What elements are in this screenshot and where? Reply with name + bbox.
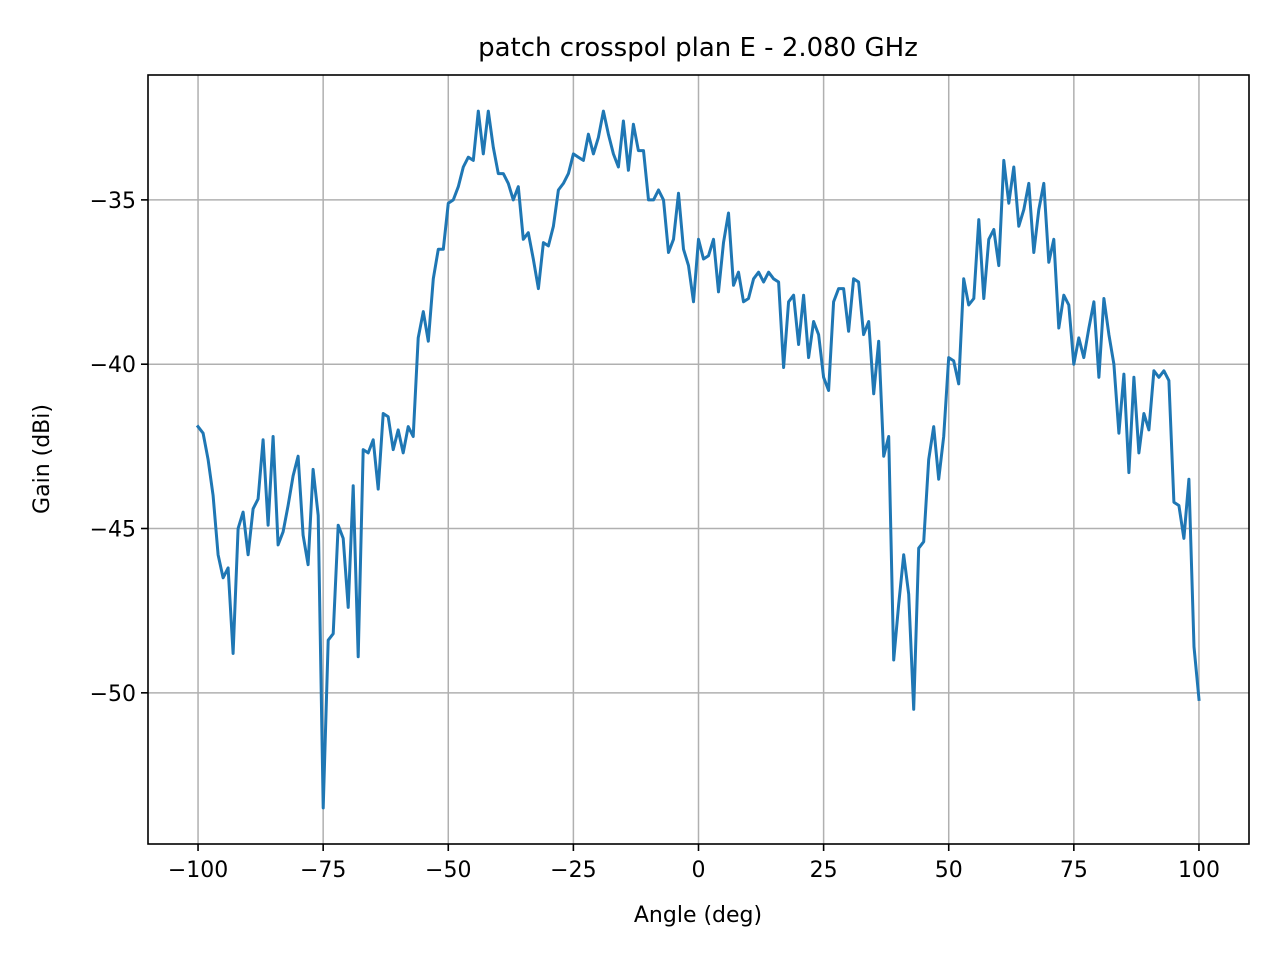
x-tick-label: −25 [550,858,596,883]
x-tick-label: 100 [1178,858,1220,883]
x-axis-label: Angle (deg) [634,903,762,928]
x-tick-label: −50 [425,858,471,883]
x-tick-label: 50 [935,858,963,883]
x-tick-label: 25 [810,858,838,883]
x-tick-label: 0 [692,858,706,883]
series-line [195,109,1201,810]
y-tick-label: −35 [90,189,136,214]
series-layer [195,109,1201,810]
y-tick-label: −40 [90,353,136,378]
x-tick-label: −75 [300,858,346,883]
axis-ticks: −100 −75 −50 −25 0 25 50 75 100 −35 −40 −45 −50 [90,189,1220,883]
y-tick-label: −45 [90,518,136,543]
y-tick-label: −50 [90,682,136,707]
chart-title: patch crosspol plan E - 2.080 GHz [478,33,918,63]
y-axis-label: Gain (dBi) [30,404,55,514]
x-tick-label: −100 [168,858,228,883]
x-tick-label: 75 [1060,858,1088,883]
